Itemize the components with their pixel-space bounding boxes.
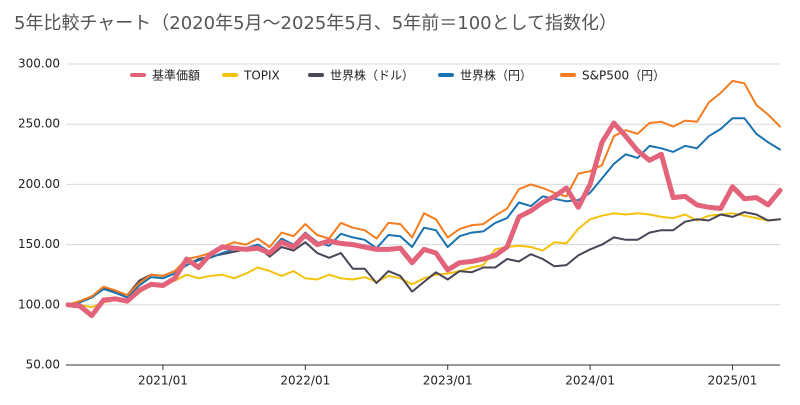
legend-swatch: [560, 73, 576, 77]
x-tick-label: 2023/01: [423, 374, 473, 388]
legend-label: S&P500（円）: [582, 69, 665, 83]
y-tick-label: 250.00: [18, 117, 60, 131]
y-tick-label: 200.00: [18, 177, 60, 191]
y-tick-label: 50.00: [26, 358, 60, 372]
series-line: [67, 212, 781, 309]
legend-label: TOPIX: [243, 69, 280, 83]
y-tick-label: 300.00: [18, 57, 60, 71]
series-line: [65, 120, 783, 319]
chart-title: 5年比較チャート（2020年5月〜2025年5月、5年前＝100として指数化）: [14, 13, 617, 34]
series-line: [67, 117, 781, 306]
legend-label: 世界株（ドル）: [330, 68, 414, 83]
legend-label: 世界株（円）: [460, 68, 532, 83]
legend-swatch: [308, 73, 324, 77]
y-tick-label: 150.00: [18, 237, 60, 251]
x-tick-label: 2024/01: [565, 374, 615, 388]
series-line: [67, 211, 781, 306]
legend-swatch: [130, 73, 146, 77]
y-tick-label: 100.00: [18, 297, 60, 311]
legend-swatch: [438, 73, 454, 77]
x-tick-label: 2025/01: [708, 374, 758, 388]
legend-swatch: [222, 73, 238, 77]
x-tick-label: 2021/01: [138, 374, 188, 388]
x-tick-label: 2022/01: [280, 374, 330, 388]
legend-label: 基準価額: [152, 68, 200, 83]
